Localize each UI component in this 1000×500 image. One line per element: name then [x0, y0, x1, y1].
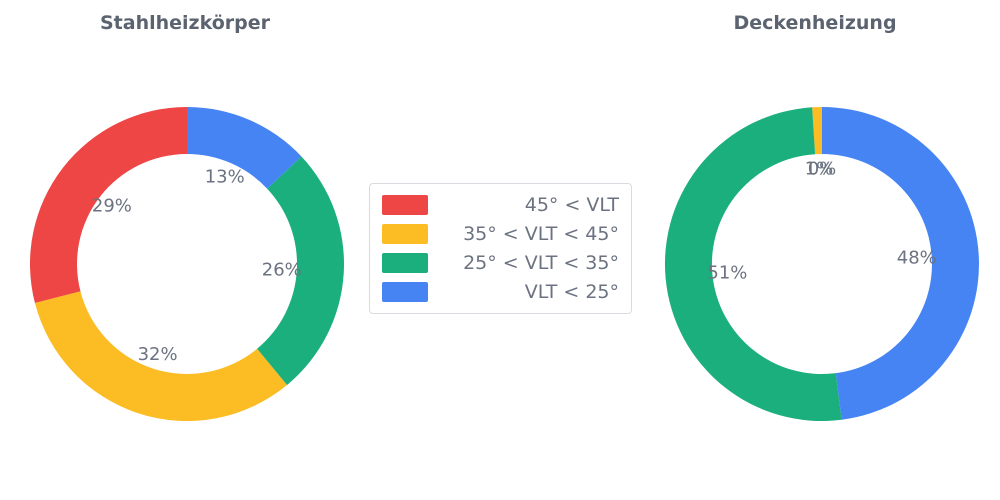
pie-segment-blue[interactable] [822, 107, 979, 420]
chart-title-deckenheizung: Deckenheizung [733, 12, 897, 34]
legend-label: VLT < 25° [524, 281, 619, 303]
legend-item-vlt-lt-25[interactable]: VLT < 25° [382, 281, 619, 303]
pie-segment-red[interactable] [29, 107, 188, 304]
legend-label: 35° < VLT < 45° [463, 223, 619, 245]
legend-item-45-lt-vlt[interactable]: 45° < VLT [382, 194, 619, 216]
segment-percent-label: 0% [808, 159, 837, 180]
segment-percent-label: 32% [138, 344, 178, 365]
segment-percent-label: 51% [707, 262, 747, 283]
pie-segment-yellow[interactable] [812, 107, 822, 155]
segment-percent-label: 13% [205, 166, 245, 187]
donut-chart-deckenheizung: 0%1% 51% 48% [664, 107, 979, 422]
donut-chart-stahlheizkoerper: 29% 32% 26% 13% [29, 107, 345, 422]
legend-item-35-lt-vlt-lt-45[interactable]: 35° < VLT < 45° [382, 223, 619, 245]
segment-percent-label: 48% [897, 248, 937, 269]
legend-label: 45° < VLT [524, 194, 619, 216]
legend-item-25-lt-vlt-lt-35[interactable]: 25° < VLT < 35° [382, 252, 619, 274]
legend-swatch-green [382, 253, 428, 273]
segment-percent-label: 1% [805, 159, 834, 180]
segment-percent-label: 29% [92, 195, 132, 216]
pie-segment-green[interactable] [257, 156, 345, 385]
legend-swatch-blue [382, 282, 428, 302]
pie-segment-green[interactable] [664, 107, 842, 422]
legend-label: 25° < VLT < 35° [463, 252, 619, 274]
pie-segment-blue[interactable] [187, 107, 302, 189]
legend-swatch-yellow [382, 224, 428, 244]
pie-segment-yellow[interactable] [34, 291, 288, 422]
legend-swatch-red [382, 195, 428, 215]
chart-title-stahlheizkoerper: Stahlheizkörper [99, 12, 271, 34]
legend: 45° < VLT 35° < VLT < 45° 25° < VLT < 35… [369, 183, 632, 314]
segment-percent-label: 26% [262, 260, 302, 281]
